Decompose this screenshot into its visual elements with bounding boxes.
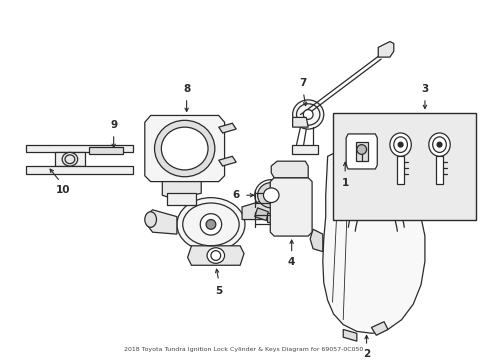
Polygon shape	[218, 123, 236, 133]
Text: 2: 2	[362, 349, 369, 359]
Text: 6: 6	[232, 190, 240, 200]
Ellipse shape	[161, 127, 207, 170]
Ellipse shape	[389, 133, 410, 156]
Polygon shape	[371, 322, 387, 335]
Ellipse shape	[154, 120, 214, 177]
Polygon shape	[167, 193, 196, 205]
Polygon shape	[309, 229, 322, 252]
Polygon shape	[55, 152, 84, 166]
Bar	[332, 113, 475, 220]
Polygon shape	[395, 154, 414, 168]
Polygon shape	[146, 210, 177, 234]
Polygon shape	[291, 145, 317, 154]
Text: 8: 8	[183, 84, 190, 94]
Polygon shape	[218, 156, 236, 166]
Text: 9: 9	[110, 120, 117, 130]
Text: 7: 7	[299, 78, 306, 88]
Ellipse shape	[254, 180, 287, 211]
Ellipse shape	[292, 100, 323, 129]
Polygon shape	[346, 134, 377, 169]
Polygon shape	[271, 161, 307, 178]
Text: 3: 3	[421, 84, 427, 94]
Polygon shape	[377, 41, 393, 57]
Bar	[355, 142, 367, 161]
Polygon shape	[187, 246, 244, 265]
Text: 4: 4	[287, 257, 295, 267]
Ellipse shape	[144, 212, 156, 227]
Ellipse shape	[257, 183, 285, 208]
Ellipse shape	[303, 110, 312, 120]
Text: 2018 Toyota Tundra Ignition Lock Cylinder & Keys Diagram for 69057-0C050: 2018 Toyota Tundra Ignition Lock Cylinde…	[124, 347, 363, 352]
Polygon shape	[267, 213, 279, 222]
Polygon shape	[89, 147, 123, 154]
Ellipse shape	[200, 214, 221, 235]
Polygon shape	[322, 149, 424, 333]
Polygon shape	[270, 178, 311, 236]
Text: 5: 5	[215, 286, 222, 296]
Ellipse shape	[177, 198, 244, 251]
Ellipse shape	[397, 142, 402, 147]
Polygon shape	[254, 208, 268, 221]
Polygon shape	[26, 145, 133, 152]
Ellipse shape	[436, 142, 441, 147]
Polygon shape	[396, 156, 404, 184]
Polygon shape	[292, 117, 307, 127]
Polygon shape	[242, 200, 271, 220]
Polygon shape	[162, 181, 201, 199]
Ellipse shape	[205, 220, 215, 229]
Ellipse shape	[263, 188, 279, 203]
Ellipse shape	[428, 133, 449, 156]
Polygon shape	[26, 166, 133, 174]
Polygon shape	[343, 329, 356, 341]
Polygon shape	[144, 116, 224, 181]
Ellipse shape	[356, 145, 366, 154]
Text: 1: 1	[341, 178, 348, 188]
Ellipse shape	[62, 152, 78, 166]
Ellipse shape	[206, 248, 224, 263]
Polygon shape	[337, 142, 366, 149]
Text: 10: 10	[56, 185, 70, 195]
Polygon shape	[435, 156, 443, 184]
